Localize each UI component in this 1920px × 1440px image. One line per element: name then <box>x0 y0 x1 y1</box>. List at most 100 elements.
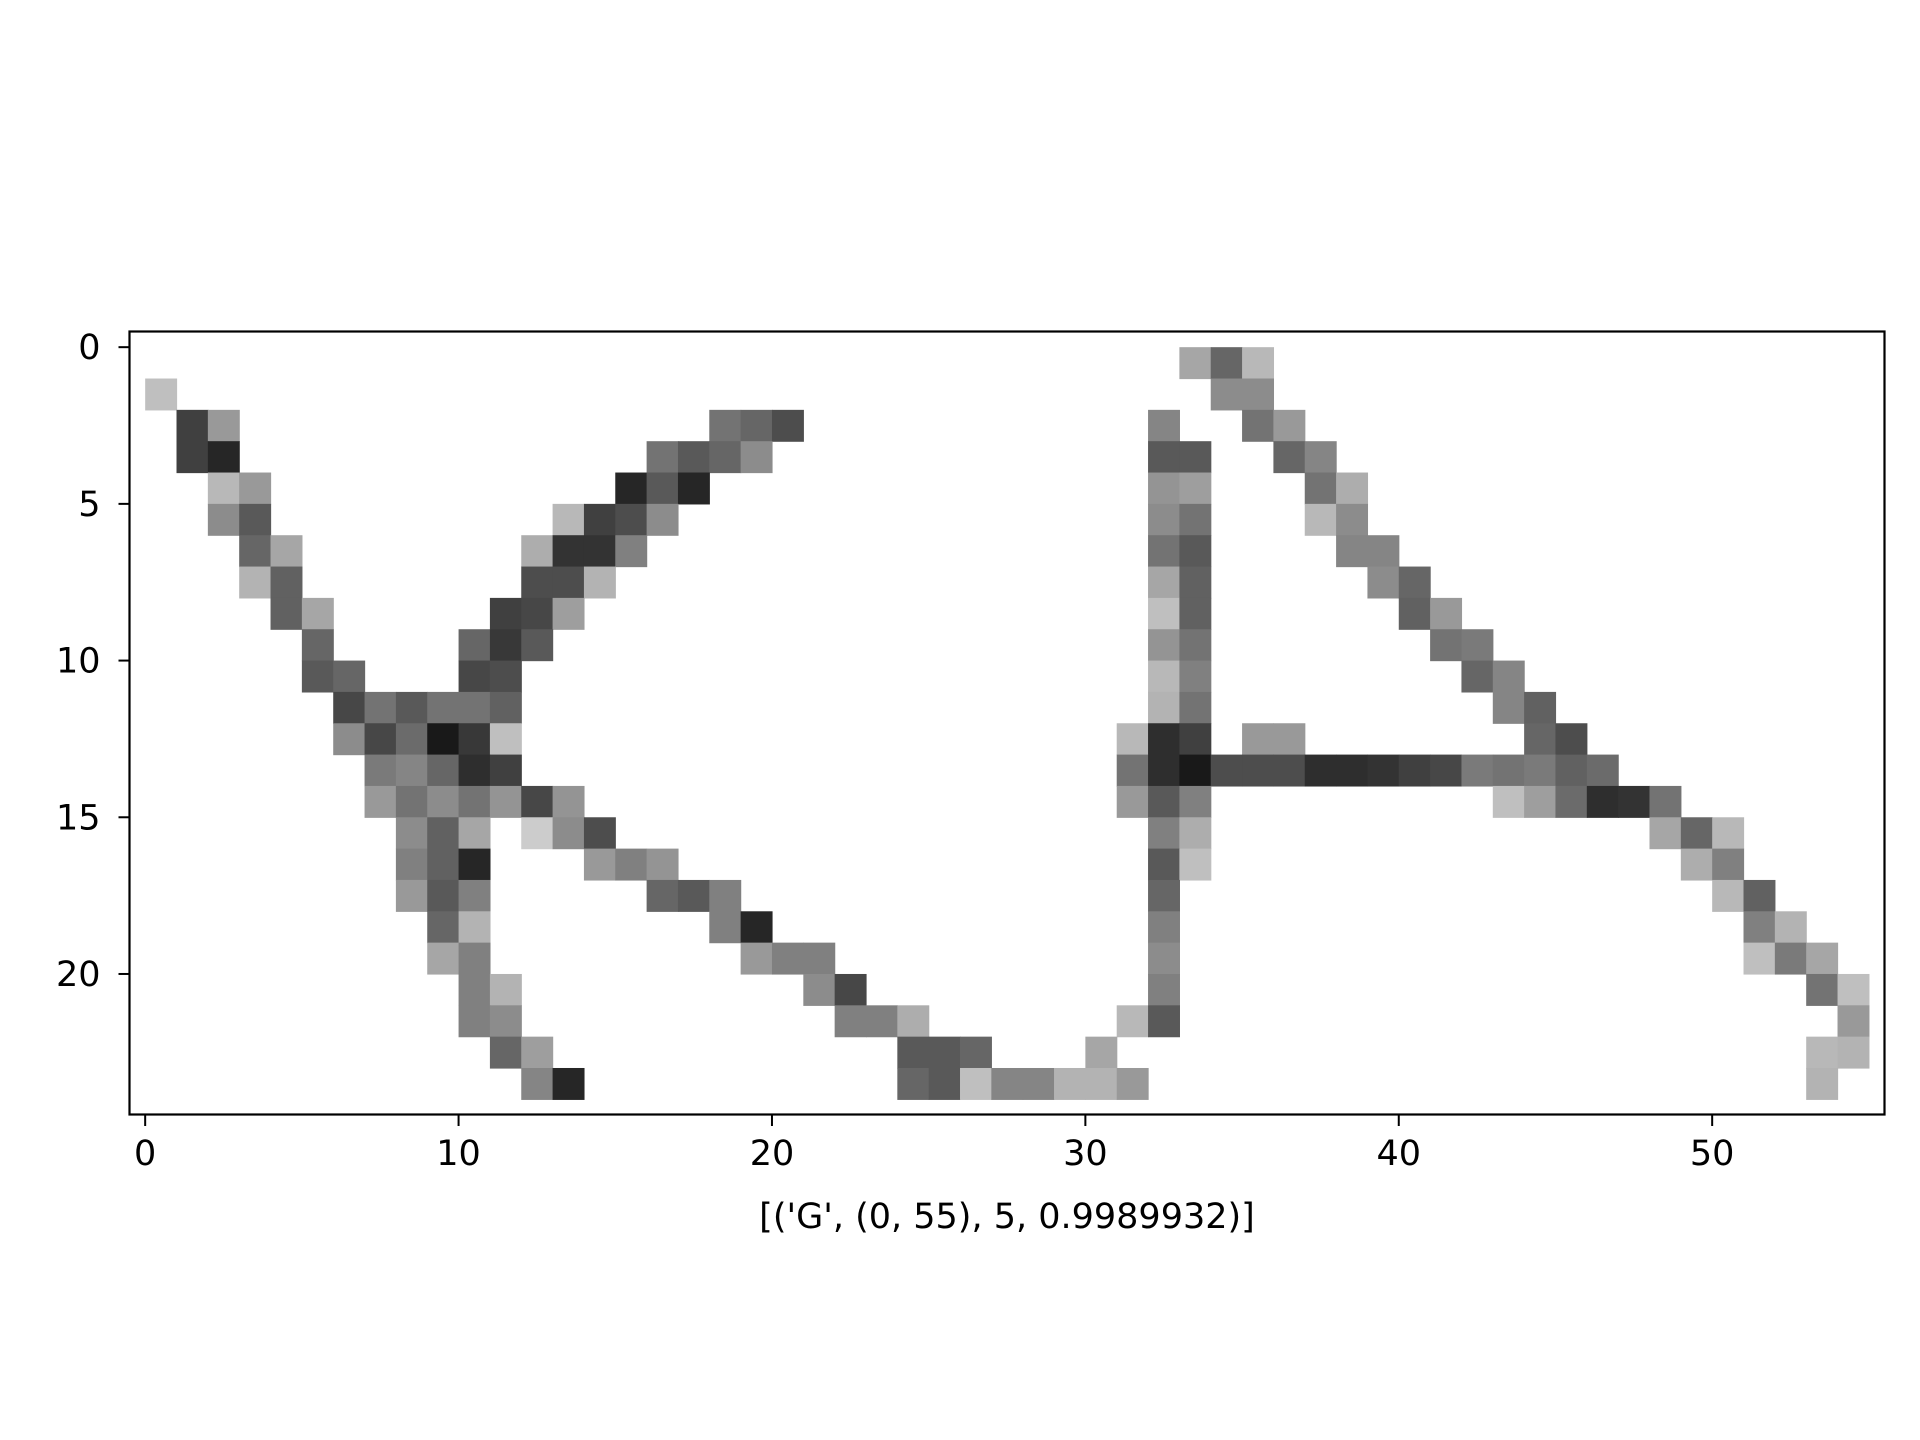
heatmap-cell-r18-c52 <box>1774 911 1807 944</box>
heatmap-cell-r21-c31 <box>1116 1005 1149 1038</box>
heatmap-cell-r9-c12 <box>521 629 554 662</box>
heatmap-cell-r13-c39 <box>1367 754 1400 787</box>
heatmap-cell-r10-c32 <box>1148 660 1180 693</box>
heatmap-cell-r23-c29 <box>1054 1067 1086 1100</box>
heatmap-cell-r6-c12 <box>521 535 554 568</box>
heatmap-cell-r11-c11 <box>489 691 522 724</box>
heatmap-cell-r15-c50 <box>1712 817 1745 850</box>
heatmap-cell-r23-c12 <box>521 1067 554 1100</box>
heatmap-cell-r22-c26 <box>960 1036 992 1069</box>
x-tick-label: 20 <box>750 1134 795 1174</box>
heatmap-cell-r14-c44 <box>1524 785 1557 818</box>
heatmap-cell-r23-c31 <box>1116 1067 1149 1100</box>
heatmap-cell-r21-c24 <box>897 1005 930 1038</box>
heatmap-cell-r14-c13 <box>552 785 585 818</box>
heatmap-cell-r5-c14 <box>583 503 616 536</box>
heatmap-cell-r2-c20 <box>771 409 804 442</box>
heatmap-cell-r13-c40 <box>1398 754 1431 787</box>
heatmap-cell-r14-c7 <box>364 785 397 818</box>
heatmap-cell-r21-c54 <box>1837 1005 1870 1038</box>
heatmap-cell-r15-c33 <box>1179 817 1212 850</box>
heatmap-cell-r12-c31 <box>1116 723 1149 756</box>
heatmap-cell-r6-c14 <box>583 535 616 568</box>
heatmap-cell-r4-c33 <box>1179 472 1212 505</box>
heatmap-cell-r9-c41 <box>1430 629 1463 662</box>
heatmap-cell-r1-c34 <box>1210 378 1243 411</box>
heatmap-cell-r6-c39 <box>1367 535 1400 568</box>
heatmap-cell-r19-c53 <box>1806 942 1839 975</box>
heatmap-cell-r16-c14 <box>583 848 616 881</box>
heatmap-cell-r16-c32 <box>1148 848 1180 881</box>
heatmap-cell-r21-c10 <box>458 1005 491 1038</box>
y-axis-ticks: 0 5 10 15 20 <box>56 328 130 995</box>
heatmap-cell-r5-c32 <box>1148 503 1180 536</box>
y-tick-label: 0 <box>78 328 100 368</box>
heatmap-cell-r18-c51 <box>1743 911 1776 944</box>
heatmap-cell-r12-c33 <box>1179 723 1212 756</box>
heatmap-cell-r2-c35 <box>1242 409 1275 442</box>
heatmap-cell-r14-c43 <box>1492 785 1525 818</box>
y-tick-label: 10 <box>56 642 101 682</box>
heatmap-cell-r22-c25 <box>928 1036 961 1069</box>
heatmap-cell-r12-c10 <box>458 723 491 756</box>
heatmap-cell-r6-c32 <box>1148 535 1180 568</box>
heatmap-cell-r18-c10 <box>458 911 491 944</box>
heatmap-cell-r2-c36 <box>1273 409 1306 442</box>
heatmap-cell-r13-c42 <box>1461 754 1494 787</box>
heatmap-cell-r17-c9 <box>427 879 460 912</box>
heatmap-cell-r22-c54 <box>1837 1036 1870 1069</box>
heatmap-cell-r9-c11 <box>489 629 522 662</box>
heatmap-cell-r8-c40 <box>1398 597 1431 630</box>
heatmap-cell-r20-c32 <box>1148 973 1180 1006</box>
heatmap-cell-r5-c38 <box>1336 503 1369 536</box>
heatmap-cell-r8-c32 <box>1148 597 1180 630</box>
heatmap-cell-r0-c35 <box>1242 347 1275 380</box>
heatmap-cell-r9-c5 <box>301 629 334 662</box>
heatmap-cell-r3-c18 <box>709 441 742 474</box>
heatmap-cell-r19-c51 <box>1743 942 1776 975</box>
heatmap-cell-r17-c17 <box>677 879 710 912</box>
heatmap-cell-r14-c45 <box>1555 785 1588 818</box>
heatmap-cell-r18-c32 <box>1148 911 1180 944</box>
heatmap-cell-r16-c33 <box>1179 848 1212 881</box>
heatmap-cell-r2-c18 <box>709 409 742 442</box>
heatmap-cell-r13-c43 <box>1492 754 1525 787</box>
heatmap-cell-r14-c31 <box>1116 785 1149 818</box>
heatmap-cell-r15-c14 <box>583 817 616 850</box>
heatmap-cell-r23-c30 <box>1085 1067 1118 1100</box>
heatmap-cells <box>145 347 1870 1100</box>
heatmap-cell-r4-c37 <box>1304 472 1337 505</box>
heatmap-cell-r7-c13 <box>552 566 585 599</box>
heatmap-cell-r13-c7 <box>364 754 397 787</box>
heatmap-cell-r12-c45 <box>1555 723 1588 756</box>
heatmap-cell-r14-c9 <box>427 785 460 818</box>
heatmap-cell-r2-c19 <box>740 409 773 442</box>
heatmap-cell-r1-c35 <box>1242 378 1275 411</box>
heatmap-cell-r3-c16 <box>646 441 679 474</box>
heatmap-cell-r19-c20 <box>771 942 804 975</box>
heatmap-cell-r3-c33 <box>1179 441 1212 474</box>
heatmap-cell-r23-c53 <box>1806 1067 1839 1100</box>
heatmap-cell-r4-c38 <box>1336 472 1369 505</box>
heatmap-cell-r2-c32 <box>1148 409 1180 442</box>
heatmap-cell-r5-c16 <box>646 503 679 536</box>
heatmap-cell-r4-c15 <box>615 472 648 505</box>
heatmap-cell-r17-c10 <box>458 879 491 912</box>
heatmap-cell-r14-c8 <box>395 785 428 818</box>
heatmap-cell-r17-c51 <box>1743 879 1776 912</box>
heatmap-cell-r12-c6 <box>333 723 366 756</box>
heatmap-cell-r3-c17 <box>677 441 710 474</box>
heatmap-cell-r15-c49 <box>1680 817 1713 850</box>
heatmap-cell-r13-c44 <box>1524 754 1557 787</box>
heatmap-cell-r16-c16 <box>646 848 679 881</box>
heatmap-cell-r18-c18 <box>709 911 742 944</box>
heatmap-cell-r8-c4 <box>270 597 303 630</box>
heatmap-cell-r20-c22 <box>834 973 867 1006</box>
y-tick-label: 15 <box>56 798 101 838</box>
heatmap-cell-r21-c22 <box>834 1005 867 1038</box>
heatmap-cell-r13-c32 <box>1148 754 1180 787</box>
heatmap-cell-r19-c21 <box>803 942 836 975</box>
heatmap-cell-r4-c17 <box>677 472 710 505</box>
heatmap-cell-r13-c10 <box>458 754 491 787</box>
heatmap-cell-r12-c8 <box>395 723 428 756</box>
